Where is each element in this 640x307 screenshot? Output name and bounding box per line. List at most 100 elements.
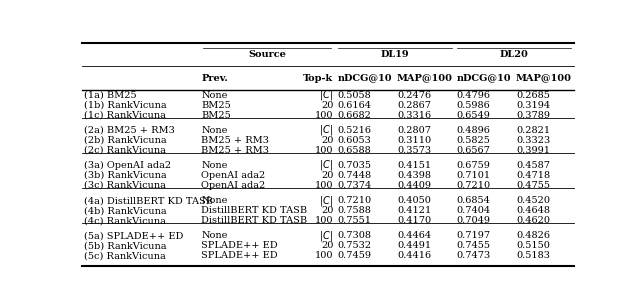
Text: 0.7308: 0.7308 <box>337 231 371 240</box>
Text: 0.7197: 0.7197 <box>456 231 490 240</box>
Text: Prev.: Prev. <box>201 74 228 83</box>
Text: (3a) OpenAI ada2: (3a) OpenAI ada2 <box>84 161 172 170</box>
Text: $|C|$: $|C|$ <box>319 229 333 243</box>
Text: (4c) RankVicuna: (4c) RankVicuna <box>84 216 166 225</box>
Text: 0.5058: 0.5058 <box>337 91 371 99</box>
Text: 0.7404: 0.7404 <box>456 206 490 215</box>
Text: MAP@100: MAP@100 <box>397 74 453 83</box>
Text: 0.7455: 0.7455 <box>456 241 490 251</box>
Text: 0.7101: 0.7101 <box>456 171 490 180</box>
Text: Top-k: Top-k <box>303 74 333 83</box>
Text: (1c) RankVicuna: (1c) RankVicuna <box>84 111 166 119</box>
Text: 0.4896: 0.4896 <box>456 126 490 135</box>
Text: 0.4151: 0.4151 <box>397 161 431 170</box>
Text: None: None <box>201 161 227 170</box>
Text: DistillBERT KD TASB: DistillBERT KD TASB <box>201 206 307 215</box>
Text: 0.2807: 0.2807 <box>397 126 431 135</box>
Text: 0.7473: 0.7473 <box>456 251 491 260</box>
Text: 0.4416: 0.4416 <box>397 251 431 260</box>
Text: 0.5986: 0.5986 <box>456 100 490 110</box>
Text: (5c) RankVicuna: (5c) RankVicuna <box>84 251 166 260</box>
Text: None: None <box>201 126 227 135</box>
Text: $|C|$: $|C|$ <box>319 194 333 208</box>
Text: 20: 20 <box>321 100 333 110</box>
Text: (3b) RankVicuna: (3b) RankVicuna <box>84 171 167 180</box>
Text: 0.4121: 0.4121 <box>397 206 431 215</box>
Text: 0.3110: 0.3110 <box>397 136 431 145</box>
Text: 0.3316: 0.3316 <box>397 111 431 119</box>
Text: 0.4491: 0.4491 <box>397 241 431 251</box>
Text: DL20: DL20 <box>500 50 529 59</box>
Text: 20: 20 <box>321 206 333 215</box>
Text: None: None <box>201 231 227 240</box>
Text: None: None <box>201 196 227 205</box>
Text: 0.7210: 0.7210 <box>456 181 490 190</box>
Text: Source: Source <box>248 50 286 59</box>
Text: SPLADE++ ED: SPLADE++ ED <box>201 241 278 251</box>
Text: BM25: BM25 <box>201 100 231 110</box>
Text: None: None <box>201 91 227 99</box>
Text: 0.7551: 0.7551 <box>337 216 371 225</box>
Text: 0.4826: 0.4826 <box>516 231 550 240</box>
Text: (1b) RankVicuna: (1b) RankVicuna <box>84 100 167 110</box>
Text: BM25: BM25 <box>201 111 231 119</box>
Text: OpenAI ada2: OpenAI ada2 <box>201 171 266 180</box>
Text: (5b) RankVicuna: (5b) RankVicuna <box>84 241 167 251</box>
Text: 20: 20 <box>321 136 333 145</box>
Text: 0.6053: 0.6053 <box>337 136 371 145</box>
Text: 0.3573: 0.3573 <box>397 146 431 155</box>
Text: (5a) SPLADE++ ED: (5a) SPLADE++ ED <box>84 231 184 240</box>
Text: (1a) BM25: (1a) BM25 <box>84 91 137 99</box>
Text: 20: 20 <box>321 241 333 251</box>
Text: BM25 + RM3: BM25 + RM3 <box>201 136 269 145</box>
Text: 0.2685: 0.2685 <box>516 91 550 99</box>
Text: $|C|$: $|C|$ <box>319 158 333 173</box>
Text: (3c) RankVicuna: (3c) RankVicuna <box>84 181 166 190</box>
Text: 0.4755: 0.4755 <box>516 181 550 190</box>
Text: 0.7448: 0.7448 <box>337 171 371 180</box>
Text: 0.7374: 0.7374 <box>337 181 372 190</box>
Text: 0.5150: 0.5150 <box>516 241 550 251</box>
Text: 100: 100 <box>315 146 333 155</box>
Text: 0.4409: 0.4409 <box>397 181 431 190</box>
Text: 0.4398: 0.4398 <box>397 171 431 180</box>
Text: 0.4050: 0.4050 <box>397 196 431 205</box>
Text: 0.7049: 0.7049 <box>456 216 490 225</box>
Text: 0.7532: 0.7532 <box>337 241 371 251</box>
Text: (4a) DistillBERT KD TASB: (4a) DistillBERT KD TASB <box>84 196 214 205</box>
Text: 100: 100 <box>315 216 333 225</box>
Text: 100: 100 <box>315 251 333 260</box>
Text: 0.4648: 0.4648 <box>516 206 550 215</box>
Text: 0.6164: 0.6164 <box>337 100 371 110</box>
Text: 0.6567: 0.6567 <box>456 146 490 155</box>
Text: 0.3323: 0.3323 <box>516 136 550 145</box>
Text: BM25 + RM3: BM25 + RM3 <box>201 146 269 155</box>
Text: 0.7459: 0.7459 <box>337 251 371 260</box>
Text: 0.5825: 0.5825 <box>456 136 490 145</box>
Text: 0.6854: 0.6854 <box>456 196 490 205</box>
Text: 0.2821: 0.2821 <box>516 126 550 135</box>
Text: OpenAI ada2: OpenAI ada2 <box>201 181 266 190</box>
Text: $|C|$: $|C|$ <box>319 123 333 137</box>
Text: DistillBERT KD TASB: DistillBERT KD TASB <box>201 216 307 225</box>
Text: (4b) RankVicuna: (4b) RankVicuna <box>84 206 167 215</box>
Text: nDCG@10: nDCG@10 <box>337 74 392 83</box>
Text: 100: 100 <box>315 111 333 119</box>
Text: 20: 20 <box>321 171 333 180</box>
Text: 0.7035: 0.7035 <box>337 161 371 170</box>
Text: 0.4170: 0.4170 <box>397 216 431 225</box>
Text: DL19: DL19 <box>381 50 409 59</box>
Text: 0.4520: 0.4520 <box>516 196 550 205</box>
Text: 0.3194: 0.3194 <box>516 100 550 110</box>
Text: 0.2476: 0.2476 <box>397 91 431 99</box>
Text: (2a) BM25 + RM3: (2a) BM25 + RM3 <box>84 126 175 135</box>
Text: SPLADE++ ED: SPLADE++ ED <box>201 251 278 260</box>
Text: (2c) RankVicuna: (2c) RankVicuna <box>84 146 166 155</box>
Text: 0.6588: 0.6588 <box>337 146 371 155</box>
Text: 0.4718: 0.4718 <box>516 171 550 180</box>
Text: 0.6682: 0.6682 <box>337 111 371 119</box>
Text: 0.6759: 0.6759 <box>456 161 490 170</box>
Text: 0.7588: 0.7588 <box>337 206 371 215</box>
Text: 100: 100 <box>315 181 333 190</box>
Text: 0.5183: 0.5183 <box>516 251 550 260</box>
